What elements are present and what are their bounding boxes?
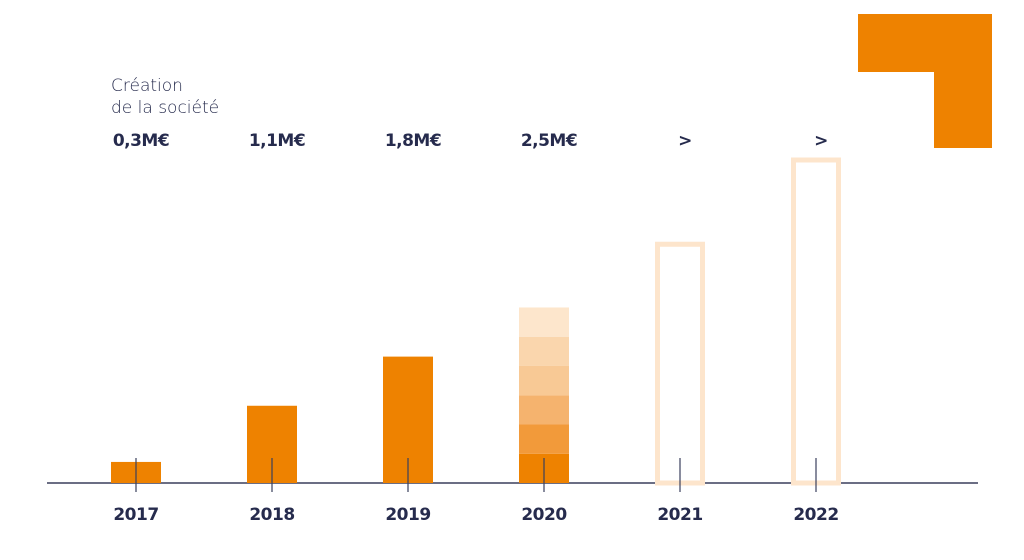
x-tick-label: 2019 bbox=[385, 505, 430, 525]
annotation: de la société bbox=[111, 98, 219, 118]
bar-segment bbox=[519, 307, 569, 337]
bar-segment bbox=[519, 336, 569, 366]
x-tick-label: 2017 bbox=[113, 505, 158, 525]
annotation: Création bbox=[111, 76, 183, 96]
bar-segment bbox=[519, 424, 569, 454]
x-tick-label: 2020 bbox=[521, 505, 567, 525]
value-label: > bbox=[678, 131, 692, 151]
x-tick-label: 2022 bbox=[793, 505, 838, 525]
value-label: 1,8M€ bbox=[385, 131, 441, 151]
x-tick-label: 2021 bbox=[657, 505, 702, 525]
bar-segment bbox=[519, 395, 569, 425]
value-label: 1,1M€ bbox=[249, 131, 305, 151]
bar-segment bbox=[519, 365, 569, 396]
value-label: 2,5M€ bbox=[521, 131, 577, 151]
value-label: > bbox=[814, 131, 828, 151]
value-label: 0,3M€ bbox=[113, 131, 169, 151]
x-tick-label: 2018 bbox=[249, 505, 294, 525]
decor-corner bbox=[858, 14, 992, 148]
bar-projected bbox=[791, 157, 841, 486]
bar-projected bbox=[655, 241, 705, 486]
